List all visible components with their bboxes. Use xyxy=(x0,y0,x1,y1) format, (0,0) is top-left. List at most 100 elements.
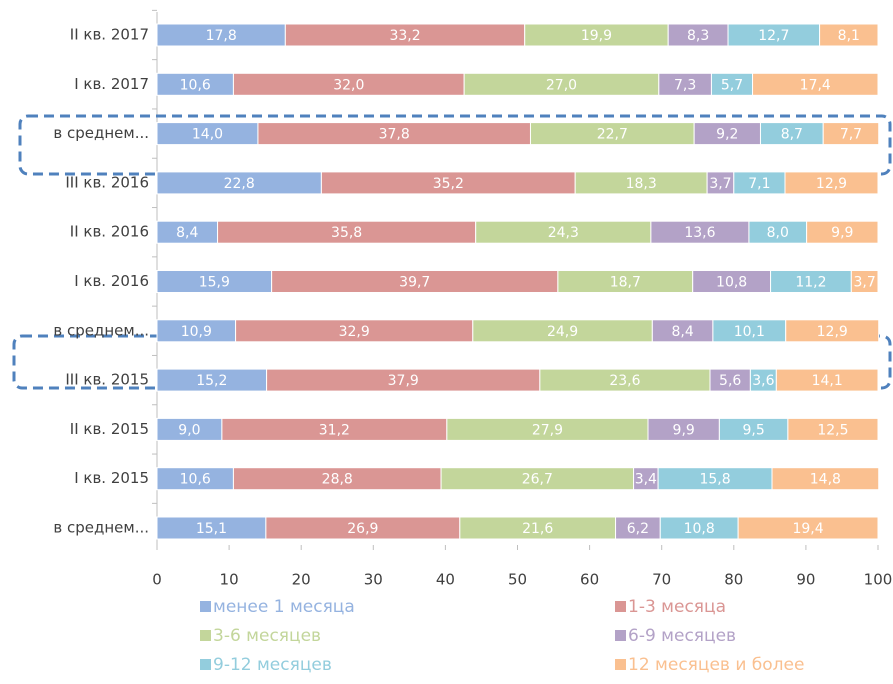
value-label: 31,2 xyxy=(319,422,350,438)
value-label: 12,9 xyxy=(817,324,848,340)
y-tick-label: II кв. 2017 xyxy=(70,26,149,44)
legend-swatch xyxy=(615,630,626,641)
x-tick-label: 50 xyxy=(508,571,527,589)
y-tick-label: I кв. 2016 xyxy=(74,272,149,290)
value-label: 22,8 xyxy=(224,176,255,192)
y-tick-label: в среднем... xyxy=(53,321,149,339)
y-tick-label: в среднем... xyxy=(53,519,149,537)
y-tick-label: III кв. 2015 xyxy=(65,371,149,389)
legend-swatch xyxy=(615,601,626,612)
x-tick-label: 90 xyxy=(796,571,815,589)
bar-segment xyxy=(819,23,879,47)
value-label: 27,9 xyxy=(532,422,563,438)
value-label: 15,2 xyxy=(196,373,227,389)
value-label: 32,9 xyxy=(339,324,370,340)
legend-swatch xyxy=(200,659,211,670)
value-label: 5,6 xyxy=(719,373,741,389)
y-tick-label: в среднем... xyxy=(53,124,149,142)
value-label: 14,1 xyxy=(812,373,843,389)
value-label: 9,2 xyxy=(716,127,738,143)
value-label: 8,1 xyxy=(838,28,860,44)
value-label: 7,1 xyxy=(748,176,770,192)
value-label: 8,4 xyxy=(671,324,693,340)
value-label: 24,3 xyxy=(548,225,579,241)
value-label: 3,7 xyxy=(854,275,876,291)
value-label: 15,8 xyxy=(699,472,730,488)
value-label: 9,9 xyxy=(831,225,853,241)
bar-segment xyxy=(775,368,879,392)
y-tick-label: I кв. 2017 xyxy=(74,75,149,93)
value-label: 12,7 xyxy=(758,28,789,44)
value-label: 18,7 xyxy=(610,275,641,291)
value-label: 10,6 xyxy=(180,77,211,93)
value-label: 23,6 xyxy=(609,373,640,389)
value-label: 17,8 xyxy=(206,28,237,44)
x-tick-label: 100 xyxy=(864,571,893,589)
value-label: 19,9 xyxy=(581,28,612,44)
value-label: 15,1 xyxy=(196,521,227,537)
bar-segment xyxy=(787,417,879,441)
x-tick-label: 70 xyxy=(652,571,671,589)
value-label: 7,3 xyxy=(674,77,696,93)
value-label: 28,8 xyxy=(322,472,353,488)
value-label: 3,6 xyxy=(752,373,774,389)
x-tick-label: 10 xyxy=(220,571,239,589)
bar-segment xyxy=(737,516,879,540)
x-tick-label: 40 xyxy=(436,571,455,589)
y-tick-label: I кв. 2015 xyxy=(74,469,149,487)
value-label: 3,4 xyxy=(635,472,657,488)
legend-label: 1-3 месяца xyxy=(628,597,726,617)
value-label: 19,4 xyxy=(792,521,823,537)
value-label: 37,8 xyxy=(379,127,410,143)
y-tick-label: II кв. 2015 xyxy=(70,420,149,438)
x-tick-label: 20 xyxy=(292,571,311,589)
value-label: 22,7 xyxy=(597,127,628,143)
value-label: 6,2 xyxy=(627,521,649,537)
value-label: 8,7 xyxy=(781,127,803,143)
value-label: 26,9 xyxy=(347,521,378,537)
legend-label: 9-12 месяцев xyxy=(213,655,332,675)
x-tick-label: 60 xyxy=(580,571,599,589)
x-tick-label: 30 xyxy=(364,571,383,589)
legend-label: 3-6 месяцев xyxy=(213,626,321,646)
bar-segment xyxy=(822,122,880,146)
value-label: 35,2 xyxy=(433,176,464,192)
value-label: 10,9 xyxy=(181,324,212,340)
legend-label: менее 1 месяца xyxy=(213,597,355,617)
value-label: 10,1 xyxy=(734,324,765,340)
bar-segment xyxy=(771,467,880,491)
value-label: 12,5 xyxy=(817,422,848,438)
legend-label: 6-9 месяцев xyxy=(628,626,736,646)
legend-swatch xyxy=(615,659,626,670)
value-label: 39,7 xyxy=(399,275,430,291)
bar-segment xyxy=(785,319,880,343)
bar-segment xyxy=(806,220,879,244)
bar-segment xyxy=(752,72,879,96)
value-label: 17,4 xyxy=(800,77,831,93)
value-label: 33,2 xyxy=(389,28,420,44)
value-label: 7,7 xyxy=(840,127,862,143)
y-tick-label: III кв. 2016 xyxy=(65,173,149,191)
value-label: 9,9 xyxy=(673,422,695,438)
value-label: 9,5 xyxy=(742,422,764,438)
value-label: 24,9 xyxy=(547,324,578,340)
value-label: 10,6 xyxy=(180,472,211,488)
value-label: 37,9 xyxy=(388,373,419,389)
value-label: 13,6 xyxy=(684,225,715,241)
value-label: 11,2 xyxy=(795,275,826,291)
value-label: 8,3 xyxy=(687,28,709,44)
value-label: 8,0 xyxy=(767,225,789,241)
value-label: 3,7 xyxy=(709,176,731,192)
bar-segment xyxy=(850,270,879,293)
value-label: 14,8 xyxy=(810,472,841,488)
x-tick-label: 80 xyxy=(724,571,743,589)
x-tick-label: 0 xyxy=(152,571,162,589)
value-label: 26,7 xyxy=(522,472,553,488)
value-label: 35,8 xyxy=(331,225,362,241)
value-label: 32,0 xyxy=(333,77,364,93)
value-label: 9,0 xyxy=(178,422,200,438)
value-label: 18,3 xyxy=(626,176,657,192)
value-label: 10,8 xyxy=(684,521,715,537)
value-label: 5,7 xyxy=(721,77,743,93)
